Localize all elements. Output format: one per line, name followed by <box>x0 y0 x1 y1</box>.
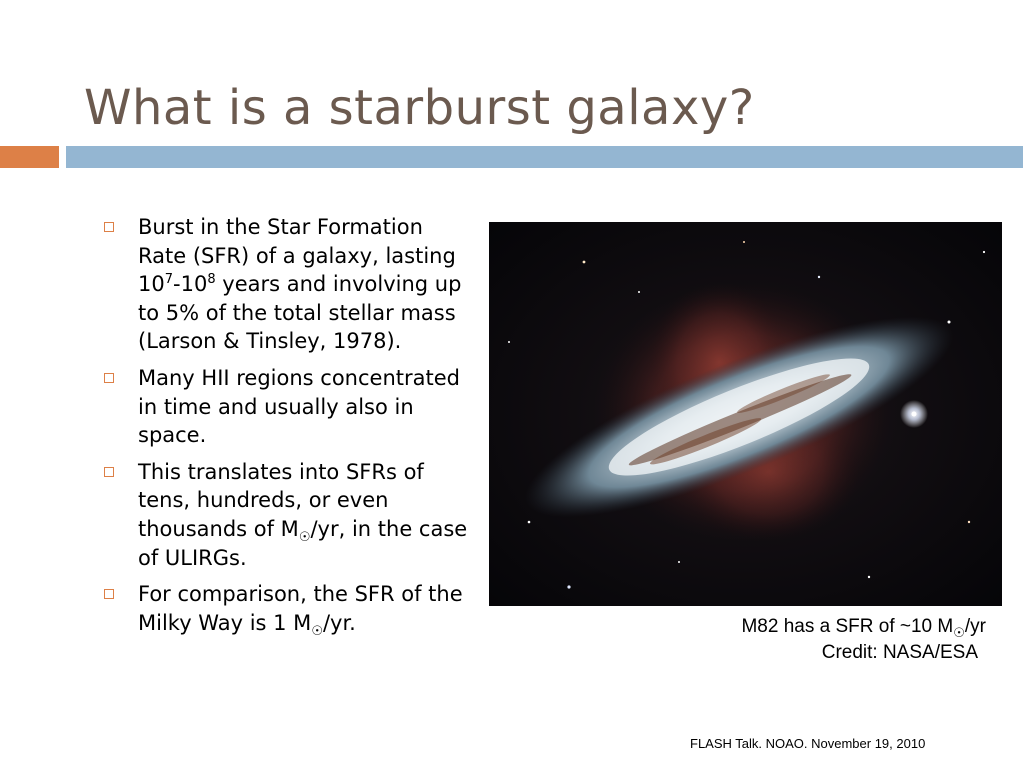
caption-credit: Credit: NASA/ESA <box>821 642 978 663</box>
slide-footer: FLASH Talk. NOAO. November 19, 2010 <box>690 736 926 751</box>
caption-line-sfr: M82 has a SFR of ~10 M☉/yr <box>741 616 986 640</box>
bullet-square-icon <box>104 466 114 477</box>
image-caption: M82 has a SFR of ~10 M☉/yr Credit: NASA/… <box>600 614 986 666</box>
galaxy-image <box>489 222 1002 606</box>
galaxy-photo <box>489 222 1002 606</box>
bullet-square-icon <box>104 589 114 600</box>
bullet-item: This translates into SFRs of tens, hundr… <box>104 458 476 572</box>
bullet-square-icon <box>104 372 114 383</box>
bullet-list: Burst in the Star Formation Rate (SFR) o… <box>104 213 476 645</box>
accent-bar-blue <box>66 146 1023 168</box>
bullet-square-icon <box>104 222 114 232</box>
slide-title: What is a starburst galaxy? <box>84 80 755 136</box>
accent-bar-orange <box>0 146 59 168</box>
bullet-item: For comparison, the SFR of the Milky Way… <box>104 580 476 638</box>
bullet-item: Burst in the Star Formation Rate (SFR) o… <box>104 213 476 356</box>
bullet-item: Many HII regions concentrated in time an… <box>104 364 476 450</box>
